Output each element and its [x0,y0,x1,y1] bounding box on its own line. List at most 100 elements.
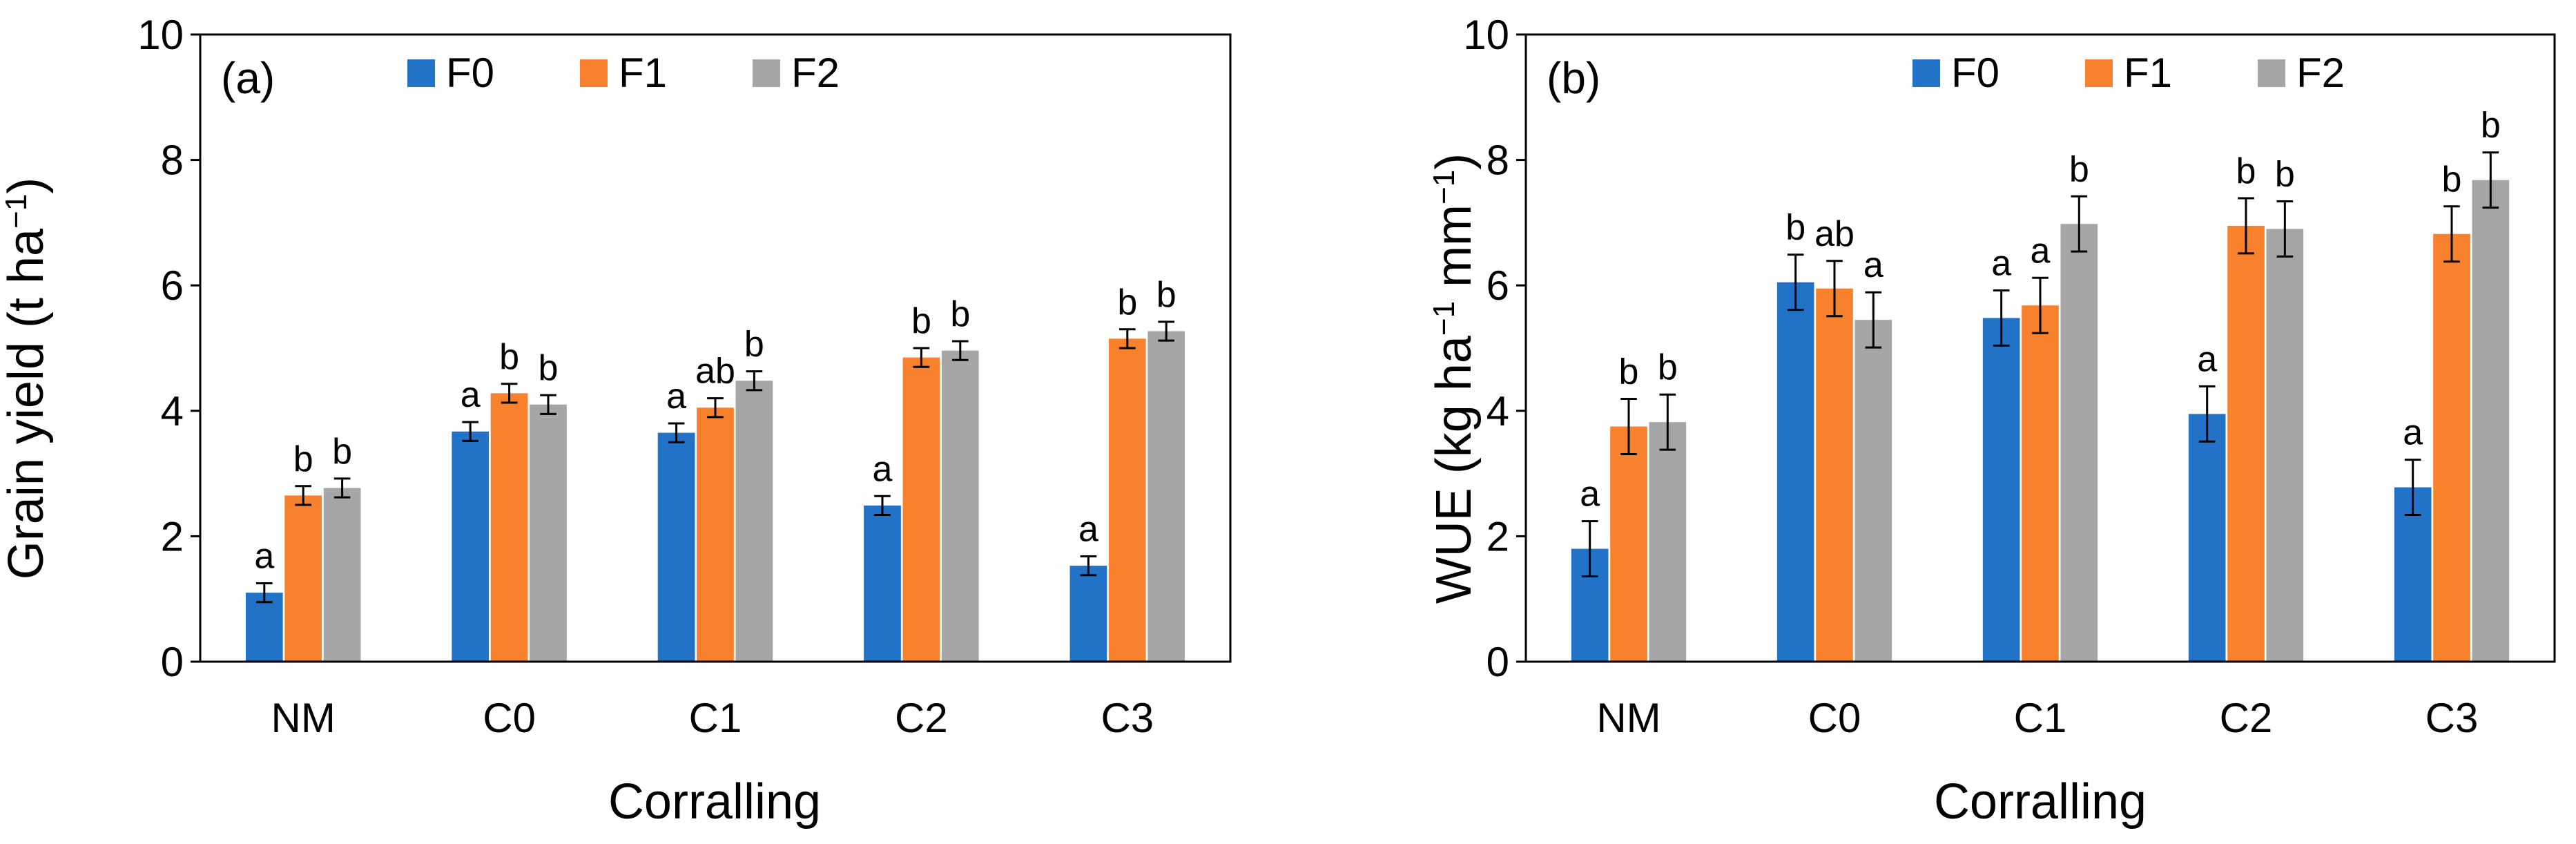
y-tick-label: 6 [1486,262,1509,309]
significance-letter: b [2275,155,2295,195]
x-axis-title: Corralling [1934,774,2147,829]
significance-letter: ab [695,352,735,392]
legend-label-f2: F2 [2296,50,2345,96]
bar-f0-c1 [657,432,695,662]
y-tick-label: 4 [1486,388,1509,434]
significance-letter: b [332,432,352,472]
bar-f2-c2 [941,350,979,662]
significance-letter: b [293,439,313,479]
bar-f1-c0 [490,393,528,662]
bar-f1-c0 [1816,288,1853,662]
significance-letter: b [2481,106,2501,146]
bar-f0-c0 [452,431,490,662]
significance-letter: b [1619,352,1639,392]
bar-f0-c2 [864,505,901,662]
x-tick-label: NM [1596,695,1660,741]
bar-f1-nm [284,495,322,662]
bar-f0-c1 [1982,318,2020,662]
significance-letter: a [873,449,893,489]
significance-letter: b [2442,160,2462,200]
x-tick-label: C2 [895,695,948,741]
significance-letter: b [539,348,559,388]
x-tick-label: NM [271,695,336,741]
bar-f1-c3 [2433,233,2470,662]
bar-f2-nm [323,488,361,662]
bar-f2-c3 [1147,331,1185,662]
legend-swatch-f2 [2258,59,2285,87]
y-tick-label: 8 [161,137,184,184]
legend-swatch-f0 [407,59,435,87]
significance-letter: a [2197,339,2217,379]
y-tick-label: 10 [1463,12,1509,58]
significance-letter: b [1658,347,1678,387]
x-tick-label: C2 [2220,695,2273,741]
legend: F0 F1 F2 [1912,50,2345,96]
x-tick-label: C1 [2014,695,2067,741]
y-tick-label: 2 [1486,513,1509,559]
panel-label: (a) [221,53,275,103]
significance-letter: b [499,337,519,377]
bar-f0-c2 [2188,414,2226,662]
y-tick-label: 8 [1486,137,1509,184]
legend-label-f2: F2 [791,50,840,96]
y-tick-label: 6 [161,262,184,309]
significance-letter: a [461,375,481,415]
bar-f1-c1 [2022,305,2059,662]
significance-letter: b [2069,149,2089,189]
legend-swatch-f2 [753,59,780,87]
y-tick-label: 2 [161,513,184,559]
chart-panel-a: Grain yield (t ha−1) Corralling (a) 0 2 4 6… [0,12,1232,829]
y-tick-label: 4 [161,388,184,434]
legend-label-f1: F1 [2124,50,2172,96]
x-tick-label: C1 [689,695,742,741]
bar-f0-c0 [1776,282,1814,662]
significance-letter: a [1991,243,2011,283]
panel-label: (b) [1547,53,1600,103]
bar-f2-c0 [1854,320,1892,662]
bar-f0-nm [245,593,283,662]
y-axis-title: Grain yield (t ha−1) [0,178,54,579]
significance-letter: b [1117,282,1137,323]
bar-f2-c2 [2266,229,2304,662]
significance-letter: a [666,376,686,416]
chart-panel-b: WUE (kg ha−1 mm−1) Corralling (b) 0 2 4 6 8 1… [1426,12,2556,829]
x-tick-label: C3 [2425,695,2479,741]
significance-letter: b [2236,151,2256,191]
legend: F0 F1 F2 [407,50,840,96]
significance-letter: ab [1814,214,1854,254]
bar-f1-c2 [902,357,940,662]
x-tick-label: C0 [483,695,536,741]
y-axis-title: WUE (kg ha−1 mm−1) [1426,153,1482,604]
significance-letter: b [911,301,931,341]
significance-letter: a [1078,509,1098,549]
y-tick-label: 0 [161,639,184,685]
bar-f1-c1 [697,407,734,662]
significance-letter: b [950,294,970,334]
bar-f0-c3 [2394,487,2432,662]
legend-swatch-f1 [580,59,608,87]
y-tick-label: 0 [1486,639,1509,685]
plot-frame [199,33,1232,663]
significance-letter: a [2031,231,2051,271]
legend-swatch-f1 [2085,59,2113,87]
bar-f1-c2 [2227,225,2265,662]
significance-letter: b [1156,275,1176,315]
bar-f1-c3 [1108,338,1146,662]
significance-letter: a [1863,245,1883,285]
bar-f2-c0 [530,404,567,662]
legend-label-f0: F0 [446,50,494,96]
bar-f2-c1 [735,381,773,662]
x-axis-title: Corralling [608,774,821,829]
legend-label-f1: F1 [619,50,667,96]
bar-f2-c1 [2060,224,2098,662]
bar-f2-c3 [2472,180,2510,662]
bar-f1-nm [1610,426,1647,662]
significance-letter: a [2403,413,2423,453]
bar-f2-nm [1649,422,1687,662]
significance-letter: a [254,537,274,577]
x-tick-label: C3 [1101,695,1154,741]
x-tick-label: C0 [1808,695,1861,741]
significance-letter: b [744,325,764,365]
legend-swatch-f0 [1912,59,1940,87]
